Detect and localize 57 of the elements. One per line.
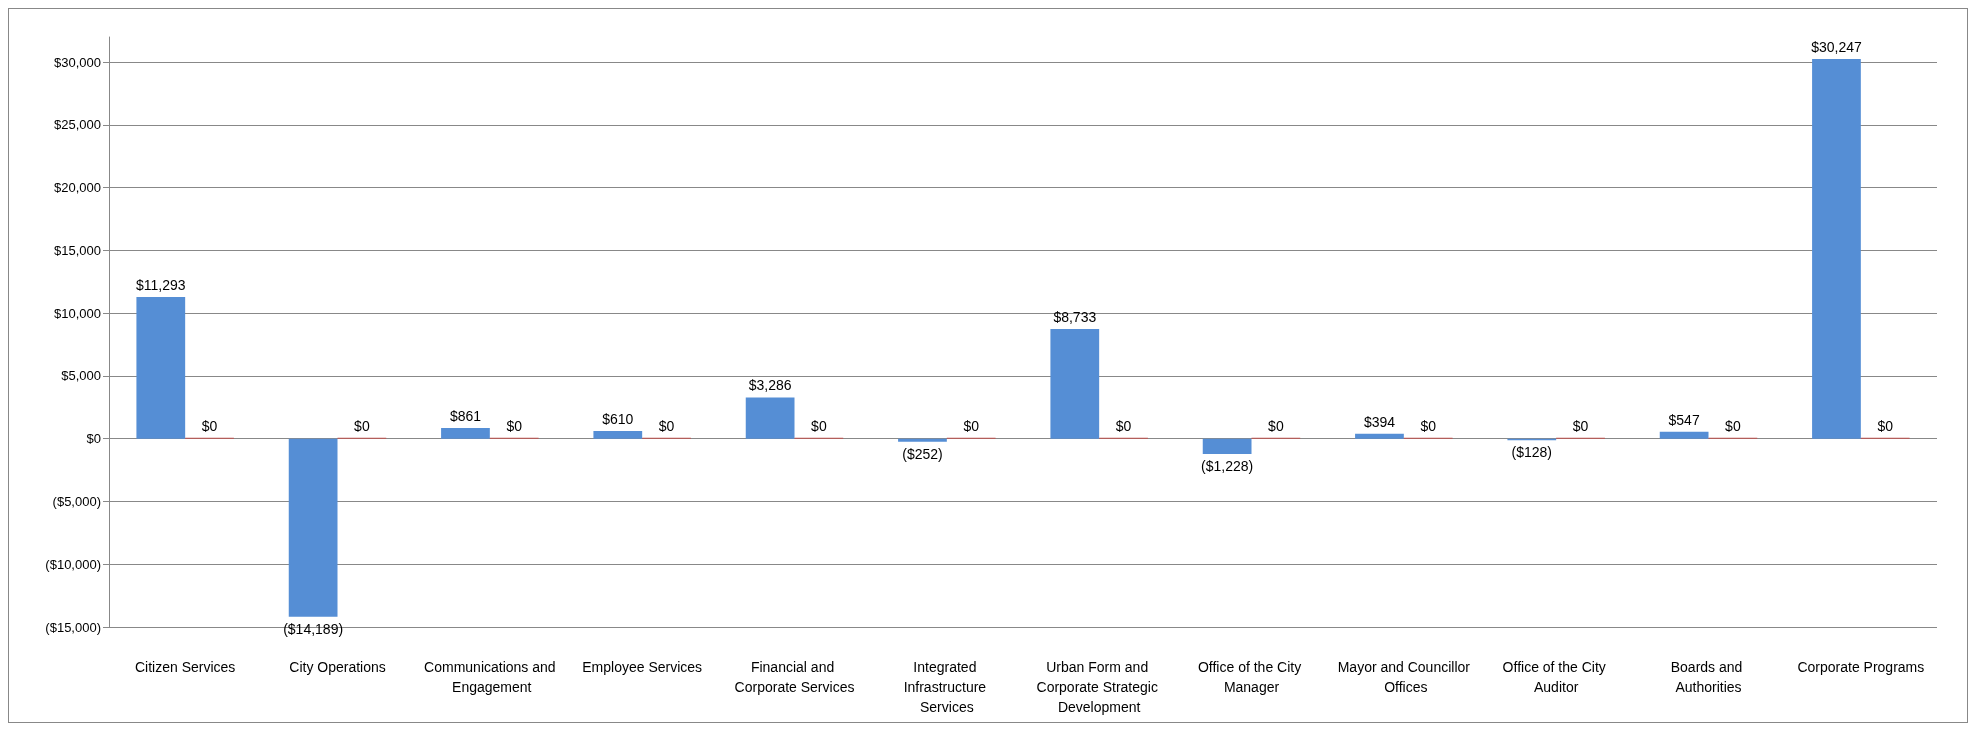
data-label: $0: [963, 417, 980, 434]
data-label: $0: [658, 417, 675, 434]
data-label: $0: [1268, 417, 1284, 434]
x-tick-label: Employee Services: [582, 659, 703, 675]
data-label: $861: [449, 407, 482, 424]
x-tick-label: Corporate Programs: [1797, 659, 1925, 675]
data-label: $0: [1420, 417, 1437, 434]
bar: [136, 296, 186, 439]
y-tick-label: ($15,000): [45, 619, 101, 635]
data-label: ($128): [1511, 444, 1553, 461]
y-tick-label: $15,000: [54, 242, 101, 258]
bar: [593, 431, 643, 439]
bar: [1050, 329, 1100, 439]
x-tick-label: Citizen Services: [134, 659, 236, 675]
data-label: $8,733: [1053, 309, 1097, 326]
data-label: $0: [354, 417, 370, 434]
bar: [898, 438, 947, 442]
data-label: $11,293: [136, 276, 186, 293]
x-tick-label: City Operations: [289, 659, 386, 675]
data-label: ($252): [902, 445, 943, 462]
x-tick-label: Mayor and Councillor Offices: [1337, 659, 1471, 695]
data-label: $0: [1877, 417, 1894, 434]
bar: [288, 438, 338, 617]
bar: [1659, 431, 1709, 439]
data-label: $547: [1668, 411, 1700, 428]
data-label: $0: [506, 417, 523, 434]
data-label: ($1,228): [1201, 458, 1254, 475]
y-tick-label: $5,000: [61, 368, 101, 384]
y-tick-label: $0: [86, 431, 101, 447]
data-label: $0: [1115, 417, 1132, 434]
data-label: ($14,189): [283, 620, 344, 637]
bar: [441, 427, 490, 439]
y-tick-label: ($10,000): [45, 556, 101, 572]
y-tick-label: $10,000: [54, 305, 101, 321]
bar: [745, 397, 795, 439]
y-tick-label: $20,000: [54, 180, 101, 196]
x-tick-label: Boards and Authorities: [1670, 659, 1747, 695]
bar: [1812, 59, 1861, 439]
data-label: $0: [201, 417, 218, 434]
x-tick-label: Financial and Corporate Services: [734, 659, 855, 695]
data-label: $30,247: [1811, 39, 1862, 56]
x-tick-label: Communications and Engagement: [424, 659, 556, 695]
x-tick-label: Office of the City Manager: [1197, 659, 1306, 695]
x-tick-label: Integrated Infrastructure Services: [903, 659, 991, 715]
data-label: $3,286: [748, 377, 792, 394]
y-tick-label: $30,000: [54, 54, 101, 70]
data-label: $394: [1363, 413, 1396, 430]
data-label: $0: [1572, 417, 1589, 434]
bar: [1355, 433, 1404, 439]
x-tick-label: Urban Form and Corporate Strategic Development: [1036, 659, 1162, 715]
x-tick-label: Office of the City Auditor: [1502, 659, 1610, 695]
data-label: $0: [811, 417, 827, 434]
data-label: $610: [602, 411, 634, 428]
y-tick-label: $25,000: [54, 117, 101, 133]
bar: [1202, 438, 1252, 455]
data-label: $0: [1725, 417, 1741, 434]
y-tick-label: ($5,000): [52, 493, 101, 509]
